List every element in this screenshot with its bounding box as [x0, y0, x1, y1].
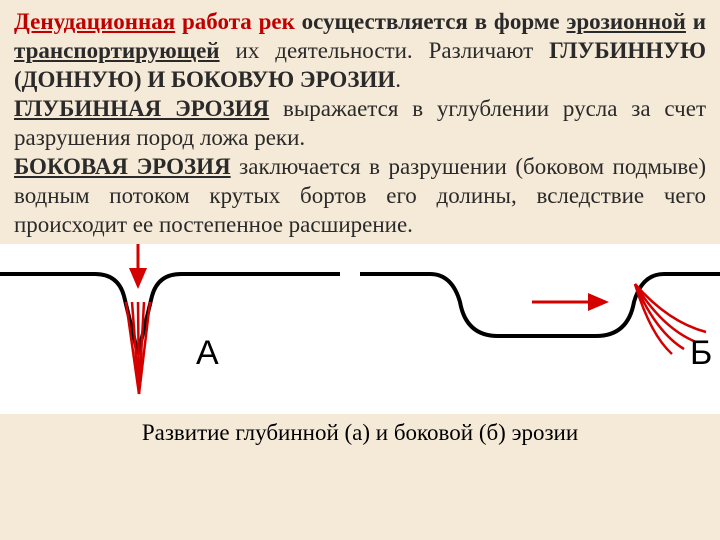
- term-deep-erosion: ГЛУБИННАЯ ЭРОЗИЯ: [14, 96, 269, 121]
- profile-b: [360, 274, 720, 336]
- label-b: Б: [690, 334, 712, 372]
- erosion-diagram: А Б: [0, 244, 720, 414]
- label-a: А: [196, 334, 219, 372]
- term-denudation: Денудационная: [14, 9, 175, 34]
- text-frag: .: [395, 67, 401, 92]
- profile-a: [0, 274, 340, 354]
- main-text: Денудационная работа рек осуществляется …: [0, 0, 720, 244]
- diagram-caption: Развитие глубинной (а) и боковой (б) эро…: [0, 414, 720, 452]
- term-transport: транспортирующей: [14, 38, 220, 63]
- text-frag: и: [686, 9, 706, 34]
- term-erosion: эрозионной: [566, 9, 685, 34]
- text-frag: осуществляется в форме: [295, 9, 567, 34]
- text-frag: их деятельности. Различают: [220, 38, 550, 63]
- term-lateral-erosion: БОКОВАЯ ЭРОЗИЯ: [14, 154, 231, 179]
- text-frag: работа рек: [175, 9, 295, 34]
